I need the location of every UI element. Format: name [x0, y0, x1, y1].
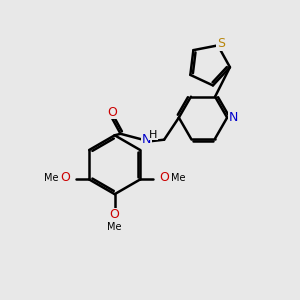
Text: Me: Me — [171, 173, 186, 183]
Text: O: O — [160, 172, 170, 184]
Text: O: O — [60, 172, 70, 184]
Text: O: O — [110, 208, 120, 221]
Text: H: H — [149, 130, 157, 140]
Text: N: N — [142, 133, 151, 146]
Text: O: O — [107, 106, 117, 119]
Text: S: S — [217, 38, 225, 50]
Text: Me: Me — [44, 173, 58, 183]
Text: Me: Me — [107, 222, 122, 232]
Text: N: N — [229, 111, 238, 124]
